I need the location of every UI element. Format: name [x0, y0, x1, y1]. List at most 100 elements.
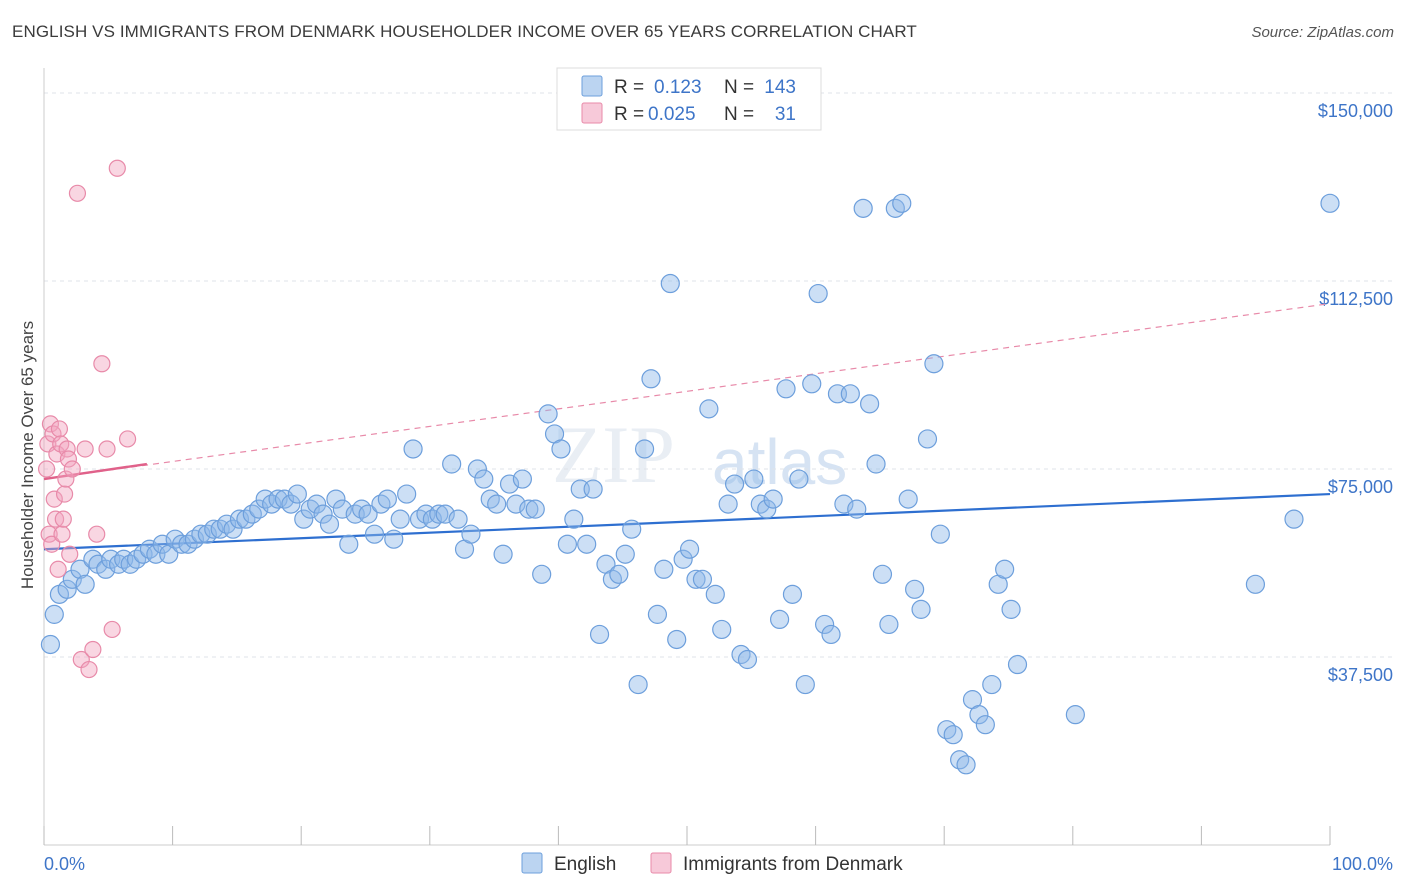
watermark-zip: ZIP [552, 409, 675, 500]
english-point-114 [769, 609, 790, 630]
english-point-29 [223, 519, 243, 539]
english-point-140 [937, 720, 957, 740]
denmark-trend-line [43, 302, 1331, 481]
denmark-point-23 [80, 660, 98, 679]
english-point-101 [686, 569, 706, 589]
english-point-62 [435, 504, 455, 524]
english-point-111 [750, 494, 770, 514]
english-point-47 [339, 534, 359, 554]
english-point-14 [126, 549, 147, 569]
english-point-96 [654, 559, 674, 579]
english-point-49 [352, 499, 372, 519]
english-point-41 [300, 499, 320, 519]
y-tick-label-3: $37,500 [1328, 665, 1393, 685]
english-point-132 [885, 198, 905, 218]
english-point-23 [184, 529, 205, 549]
english-point-32 [242, 504, 262, 524]
denmark-point-12 [53, 525, 71, 543]
legend-r-value-english: 0.123 [654, 77, 702, 98]
english-point-100 [679, 539, 700, 559]
english-point-75 [519, 499, 539, 519]
english-point-26 [204, 519, 224, 539]
legend-swatch-english [581, 75, 603, 97]
x-axis-labels: 0.0% 100.0% [44, 854, 1393, 874]
english-point-92 [628, 674, 648, 695]
english-point-143 [956, 755, 976, 775]
english-point-119 [802, 374, 822, 394]
chart-title: ENGLISH VS IMMIGRANTS FROM DENMARK HOUSE… [12, 22, 917, 41]
legend-n-label-english: N = [724, 77, 754, 98]
grid [44, 92, 1395, 658]
english-point-97 [660, 273, 680, 294]
english-point-131 [879, 614, 899, 635]
english-point-108 [731, 644, 751, 665]
english-trend [43, 492, 1331, 551]
english-point-24 [191, 524, 211, 544]
denmark-point-14 [55, 485, 74, 503]
denmark-point-13 [54, 510, 72, 528]
english-point-107 [724, 474, 745, 494]
english-point-135 [905, 579, 925, 599]
english-point-85 [583, 479, 603, 499]
bottom-legend-denmark: Immigrants from Denmark [683, 854, 903, 875]
english-point-28 [217, 514, 237, 534]
denmark-point-22 [76, 440, 94, 458]
legend-swatch-denmark [581, 102, 603, 124]
english-point-67 [467, 459, 487, 479]
denmark-point-15 [57, 470, 75, 488]
english-point-56 [397, 484, 417, 504]
english-point-66 [461, 524, 481, 544]
denmark-point-17 [59, 450, 78, 468]
english-point-145 [969, 705, 989, 725]
bottom-legend: English Immigrants from Denmark [521, 852, 903, 875]
english-point-94 [641, 369, 661, 389]
english-point-69 [480, 489, 500, 509]
denmark-point-6 [45, 490, 63, 508]
english-point-103 [699, 399, 719, 419]
english-point-116 [782, 584, 803, 604]
english-point-81 [557, 534, 578, 554]
english-point-120 [808, 283, 828, 304]
english-point-0 [40, 634, 61, 655]
denmark-point-2 [40, 525, 58, 543]
english-point-72 [499, 474, 520, 494]
english-point-21 [172, 534, 192, 554]
legend-r-label-english: R = [614, 77, 644, 98]
english-point-54 [384, 529, 404, 549]
english-point-142 [950, 750, 970, 770]
legend-r-label-denmark: R = [614, 104, 644, 125]
english-point-55 [390, 509, 410, 529]
denmark-point-20 [68, 184, 87, 202]
y-tick-label-0: $150,000 [1318, 101, 1393, 121]
legend-n-value-denmark: 31 [775, 104, 796, 125]
english-point-118 [795, 674, 815, 695]
denmark-point-27 [98, 440, 116, 458]
english-point-106 [718, 494, 738, 514]
english-point-78 [538, 404, 558, 424]
english-point-77 [532, 564, 552, 584]
english-point-138 [924, 354, 944, 374]
english-point-31 [236, 509, 256, 529]
english-point-36 [268, 489, 288, 509]
english-point-16 [139, 539, 160, 559]
english-point-88 [602, 569, 623, 589]
english-point-82 [564, 509, 584, 529]
english-point-90 [615, 544, 635, 564]
denmark-trend-dashed [43, 302, 1331, 480]
english-point-124 [834, 494, 854, 514]
english-point-121 [815, 614, 835, 635]
denmark-point-4 [43, 535, 61, 553]
english-point-134 [898, 489, 918, 509]
english-point-63 [442, 454, 462, 474]
english-point-25 [197, 524, 217, 544]
english-point-137 [917, 429, 938, 449]
english-point-130 [872, 564, 893, 584]
english-point-60 [422, 509, 442, 529]
english-point-127 [853, 198, 873, 218]
english-point-50 [358, 504, 378, 524]
english-point-122 [821, 624, 841, 645]
english-point-39 [287, 484, 307, 504]
denmark-point-29 [108, 159, 126, 177]
bottom-legend-swatch-english [521, 852, 543, 874]
